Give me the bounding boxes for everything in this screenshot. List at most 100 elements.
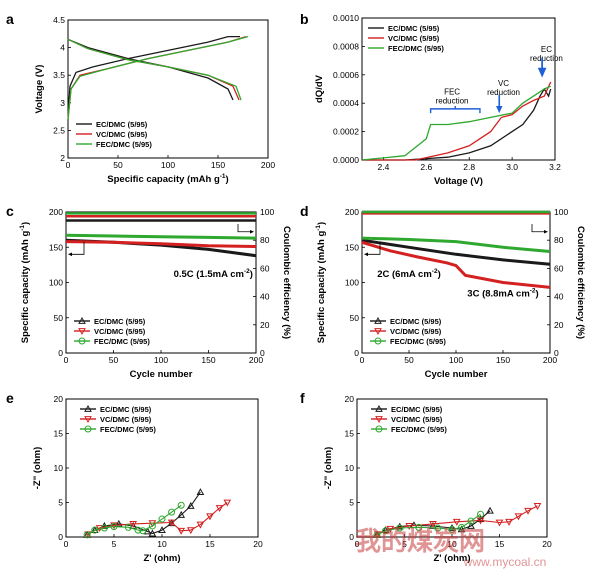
watermark-cn: 我的煤炭网 — [355, 526, 485, 556]
x-tick-label: 2.4 — [378, 162, 390, 172]
nyquist-point-vc-2 — [405, 523, 414, 530]
y-tick-label: 0.0010 — [333, 13, 359, 23]
y-tick-label: 10 — [54, 463, 64, 473]
x-tick-label: 5 — [112, 539, 117, 549]
nyquist-point-fec-4 — [434, 524, 442, 532]
y-tick-label: 4.5 — [53, 15, 65, 25]
y-tick-label: 2 — [60, 153, 65, 163]
nyquist-point-fec-2 — [100, 524, 108, 532]
x-axis-label: Z' (ohm) — [433, 553, 470, 564]
legend-marker-fec — [84, 425, 92, 433]
x-tick-label: 5 — [402, 539, 407, 549]
y-axis-label: -Z" (ohm) — [32, 447, 43, 490]
panel-letter-f: f — [300, 390, 305, 406]
legend-entry-ec: EC/DMC (5/95) — [96, 120, 148, 129]
nyquist-point-fec-3 — [110, 523, 118, 531]
y-tick-label: 20 — [345, 394, 355, 404]
y-tick-label: 2.5 — [53, 125, 65, 135]
nyquist-point-ec-7 — [467, 521, 475, 529]
y-tick-label: 5 — [58, 498, 63, 508]
rate-annotation-0: 0.5C (1.5mA cm-2) — [174, 268, 253, 280]
y2-tick-label: 0 — [260, 348, 265, 358]
annotation-2-line-1: reduction — [530, 54, 563, 63]
nyquist-point-fec-4 — [124, 523, 132, 531]
nyquist-point-ec-9 — [177, 510, 186, 518]
nyquist-point-fec-8 — [158, 515, 166, 523]
x-tick-label: 0 — [360, 355, 365, 365]
capacity-line-fec — [65, 233, 257, 240]
watermark-url: www.mycoal.cn — [463, 555, 547, 569]
legend-entry-fec: FEC/DMC (5/95) — [391, 425, 447, 434]
y-axis-label: Voltage (V) — [34, 65, 45, 114]
y2-tick-label: 40 — [554, 292, 564, 302]
y-axis-label: Specific capacity (mAh g-1) — [315, 222, 327, 343]
nyquist-point-vc-7 — [186, 527, 195, 535]
nyquist-point-fec-6 — [458, 523, 465, 531]
y2-tick-label: 20 — [260, 320, 270, 330]
left-axis-arrow — [72, 241, 85, 255]
y-tick-label: 10 — [345, 463, 355, 473]
nyquist-point-vc-9 — [206, 513, 214, 521]
panel-letter-d: d — [300, 203, 309, 219]
legend-entry-fec: FEC/DMC (5/95) — [390, 337, 446, 346]
x-tick-label: 100 — [161, 160, 175, 170]
y2-tick-label: 60 — [260, 263, 270, 273]
y-tick-label: 100 — [345, 278, 359, 288]
x-tick-label: 0 — [64, 539, 69, 549]
left-axis-arrowhead — [68, 252, 72, 257]
y-axis-label: dQ/dV — [314, 74, 325, 103]
right-axis-arrow — [237, 223, 250, 233]
legend-marker-ec — [375, 404, 383, 412]
x-axis-label: Voltage (V) — [434, 176, 483, 187]
x-tick-label: 200 — [249, 355, 263, 365]
y2-axis-label: Coulombic efficiency (%) — [281, 226, 292, 339]
legend-entry-vc: VC/DMC (5/95) — [388, 34, 440, 43]
y-tick-label: 0 — [58, 348, 63, 358]
legend-marker-vc — [374, 328, 382, 336]
nyquist-point-ec-6 — [457, 525, 466, 533]
y-tick-label: 200 — [49, 207, 63, 217]
x-tick-label: 100 — [154, 355, 168, 365]
nyquist-point-fec-5 — [134, 526, 142, 534]
capacity-line-vc — [65, 240, 257, 248]
right-axis-arrowhead — [544, 229, 548, 234]
nyquist-point-vc-3 — [429, 520, 437, 528]
y2-tick-label: 40 — [260, 292, 270, 302]
legend-entry-fec: FEC/DMC (5/95) — [94, 337, 150, 346]
y-tick-label: 0 — [354, 348, 359, 358]
y-tick-label: 3 — [60, 98, 65, 108]
nyquist-point-fec-1 — [382, 527, 389, 535]
x-tick-label: 15 — [495, 539, 505, 549]
annotation-0-line-0: FEC — [444, 88, 460, 97]
series-line-fec-0 — [361, 85, 551, 161]
y-tick-label: 0.0006 — [333, 70, 359, 80]
y-tick-label: 3.5 — [53, 70, 65, 80]
legend-marker-vc — [84, 416, 92, 424]
panel-f: f 0 5 10 15 20 0 5 10 15 20 Z' (ohm) -Z" (ohm) EC/DMC… — [300, 390, 552, 564]
x-axis-label: Specific capacity (mAh g-1) — [107, 173, 228, 185]
nyquist-point-vc-8 — [514, 513, 523, 521]
x-tick-label: 20 — [253, 539, 263, 549]
x-axis-label: Cycle number — [130, 369, 193, 380]
nyquist-point-fec-7 — [148, 522, 156, 530]
left-axis-arrowhead — [364, 252, 368, 257]
y-tick-label: 20 — [54, 394, 64, 404]
panel-b: b 2.4 2.6 2.8 3.0 3.2 0.0000 0.0002 0.0004 0.0006… — [300, 11, 563, 187]
legend-entry-vc: VC/DMC (5/95) — [390, 327, 442, 336]
nyquist-point-fec-0 — [83, 531, 91, 539]
nyquist-point-vc-9 — [524, 507, 532, 515]
y2-tick-label: 20 — [554, 320, 564, 330]
y2-tick-label: 60 — [554, 263, 564, 273]
y2-tick-label: 0 — [554, 348, 559, 358]
nyquist-point-fec-1 — [91, 526, 99, 534]
y2-tick-label: 100 — [260, 207, 274, 217]
capacity-line-vc — [361, 240, 551, 289]
panel-e: e 0 5 10 15 20 0 5 10 15 20 Z' (ohm) -Z" (ohm) EC/DMC… — [6, 390, 263, 564]
series-line-fec-1 — [67, 38, 242, 101]
nyquist-point-ec-9 — [486, 506, 494, 514]
y-tick-label: 4 — [60, 43, 65, 53]
x-tick-label: 3.0 — [506, 162, 518, 172]
y-tick-label: 5 — [349, 498, 354, 508]
